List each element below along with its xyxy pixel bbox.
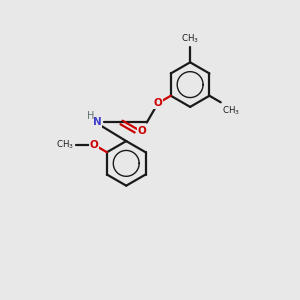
Text: CH$_3$: CH$_3$	[56, 139, 74, 151]
Text: CH$_3$: CH$_3$	[181, 33, 199, 45]
Text: O: O	[154, 98, 162, 108]
Text: O: O	[137, 126, 146, 136]
Text: O: O	[90, 140, 98, 150]
Text: N: N	[93, 118, 101, 128]
Text: H: H	[87, 111, 94, 121]
Text: CH$_3$: CH$_3$	[222, 104, 240, 117]
